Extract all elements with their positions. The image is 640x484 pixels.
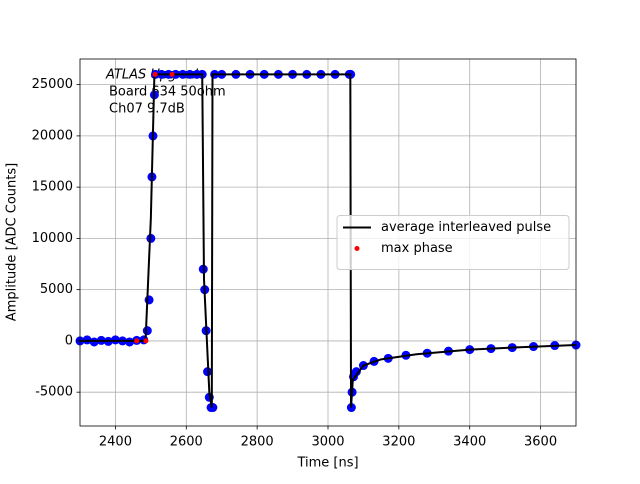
max-phase-point bbox=[134, 338, 140, 344]
pulse-line bbox=[80, 73, 577, 408]
legend-box bbox=[336, 215, 570, 270]
x-tick-label: 3400 bbox=[453, 435, 486, 450]
x-tick-label: 3000 bbox=[311, 435, 344, 450]
annotation: Board 634 50ohm bbox=[109, 85, 226, 100]
sample-point bbox=[208, 403, 218, 413]
x-tick-label: 2600 bbox=[170, 435, 203, 450]
y-tick-label: 5000 bbox=[40, 282, 73, 297]
x-tick-label: 3200 bbox=[382, 435, 415, 450]
y-tick-label: 20000 bbox=[32, 128, 73, 143]
legend-label: average interleaved pulse bbox=[381, 220, 551, 235]
y-tick-label: 15000 bbox=[32, 180, 73, 195]
x-tick-label: 2400 bbox=[99, 435, 132, 450]
x-tick-label: 2800 bbox=[241, 435, 274, 450]
legend-marker bbox=[354, 246, 360, 251]
y-axis-label: Amplitude [ADC Counts] bbox=[5, 163, 20, 321]
max-phase-point bbox=[152, 71, 158, 77]
sample-point bbox=[142, 326, 152, 336]
max-phase-point bbox=[169, 71, 175, 77]
y-tick-label: 25000 bbox=[32, 77, 73, 92]
x-tick-label: 3600 bbox=[524, 435, 557, 450]
ticks: 2400 2600 2800 3000 3200 3400 3600 -5000 0 5000 10… bbox=[32, 77, 557, 449]
legend: average interleaved pulse max phase bbox=[336, 215, 570, 270]
y-tick-label: -5000 bbox=[35, 385, 73, 400]
x-axis-label: Time [ns] bbox=[296, 456, 358, 471]
y-tick-label: 10000 bbox=[32, 231, 73, 246]
plot bbox=[75, 69, 581, 413]
max-phase-point bbox=[143, 338, 149, 344]
annotation: Ch07 9.7dB bbox=[109, 102, 185, 117]
y-tick-label: 0 bbox=[65, 333, 73, 348]
legend-label: max phase bbox=[381, 241, 453, 256]
